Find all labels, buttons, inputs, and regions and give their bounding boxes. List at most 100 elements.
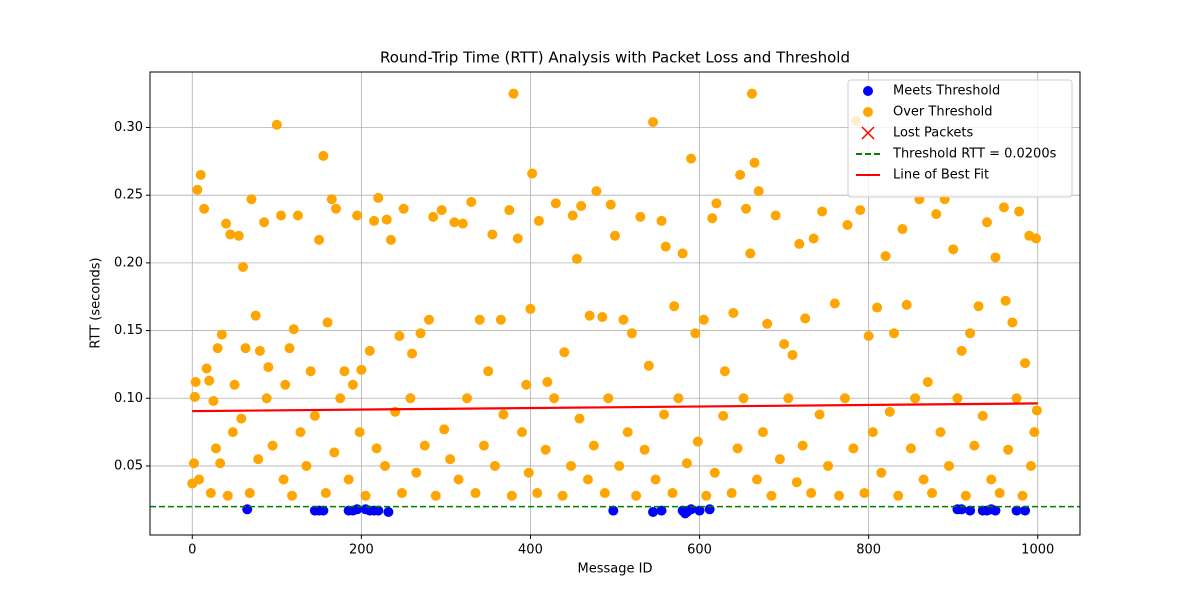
point xyxy=(648,117,659,128)
point xyxy=(897,224,908,235)
point xyxy=(354,427,365,438)
point xyxy=(745,248,756,259)
point xyxy=(667,488,678,499)
y-tick-label: 0.30 xyxy=(114,120,143,135)
point xyxy=(314,234,325,245)
point xyxy=(201,363,212,374)
point xyxy=(326,194,337,205)
point xyxy=(690,328,701,339)
point xyxy=(969,440,980,451)
point xyxy=(1031,233,1042,244)
point xyxy=(960,490,971,501)
point xyxy=(686,504,697,515)
point xyxy=(918,474,929,485)
point xyxy=(331,203,341,214)
point xyxy=(718,410,729,421)
point xyxy=(199,203,210,214)
point xyxy=(872,302,883,313)
point xyxy=(829,298,840,309)
point xyxy=(284,343,295,354)
x-tick-label: 200 xyxy=(349,543,374,558)
point xyxy=(523,467,534,478)
point xyxy=(603,393,614,404)
point xyxy=(221,218,232,229)
point xyxy=(794,238,805,249)
point xyxy=(692,436,703,447)
point xyxy=(462,393,473,404)
point xyxy=(288,324,299,335)
point xyxy=(753,186,764,197)
point xyxy=(521,379,532,390)
point xyxy=(295,427,306,438)
axes-frame xyxy=(149,71,1081,536)
point xyxy=(436,205,447,216)
point xyxy=(998,202,1009,213)
point xyxy=(783,393,794,404)
point xyxy=(254,345,265,356)
point xyxy=(1031,405,1042,416)
point xyxy=(517,427,527,438)
point xyxy=(749,157,760,168)
point xyxy=(711,198,722,209)
fit-line xyxy=(192,402,1038,413)
point xyxy=(863,86,873,96)
point xyxy=(704,504,715,515)
point xyxy=(419,440,430,451)
point xyxy=(250,310,261,321)
point xyxy=(571,253,582,264)
point xyxy=(990,252,1001,263)
point xyxy=(1025,460,1036,471)
point xyxy=(320,488,331,499)
point xyxy=(253,454,264,465)
point xyxy=(364,345,375,356)
point xyxy=(369,215,380,226)
point xyxy=(839,393,850,404)
point xyxy=(977,410,988,421)
point xyxy=(574,413,585,424)
point xyxy=(292,210,303,221)
point xyxy=(549,393,560,404)
point xyxy=(533,215,544,226)
point xyxy=(643,360,654,371)
point xyxy=(823,460,834,471)
chart-title: Round-Trip Time (RTT) Analysis with Pack… xyxy=(380,49,850,67)
point xyxy=(986,474,997,485)
point xyxy=(508,88,519,99)
point xyxy=(457,218,468,229)
point xyxy=(608,505,619,516)
x-tick-label: 800 xyxy=(856,543,881,558)
point xyxy=(948,244,959,255)
point xyxy=(757,427,768,438)
point xyxy=(305,366,316,377)
point xyxy=(669,301,680,312)
point xyxy=(567,210,578,221)
point xyxy=(244,488,255,499)
point xyxy=(681,458,692,469)
point xyxy=(1011,393,1022,404)
point xyxy=(863,330,874,341)
point xyxy=(709,467,720,478)
point xyxy=(677,248,688,259)
y-tick-label: 0.15 xyxy=(114,323,143,338)
point xyxy=(396,488,407,499)
point xyxy=(394,330,405,341)
point xyxy=(301,460,312,471)
point xyxy=(318,505,329,516)
legend: Meets Threshold Over Threshold Lost Packet… xyxy=(847,79,1073,198)
point xyxy=(415,328,426,339)
legend-label: Meets Threshold xyxy=(893,84,1000,99)
point xyxy=(498,409,509,420)
point xyxy=(901,299,912,310)
point xyxy=(990,505,1001,516)
point xyxy=(385,234,396,245)
point xyxy=(550,198,561,209)
point xyxy=(424,314,434,325)
point xyxy=(656,215,667,226)
point xyxy=(650,474,661,485)
point xyxy=(859,488,870,499)
point xyxy=(599,488,610,499)
point xyxy=(728,307,739,318)
point xyxy=(741,203,752,214)
point xyxy=(215,458,226,469)
point xyxy=(673,393,684,404)
